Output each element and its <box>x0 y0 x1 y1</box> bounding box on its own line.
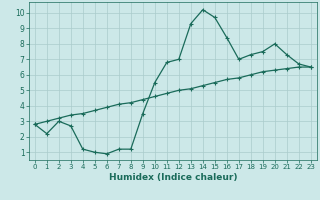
X-axis label: Humidex (Indice chaleur): Humidex (Indice chaleur) <box>108 173 237 182</box>
